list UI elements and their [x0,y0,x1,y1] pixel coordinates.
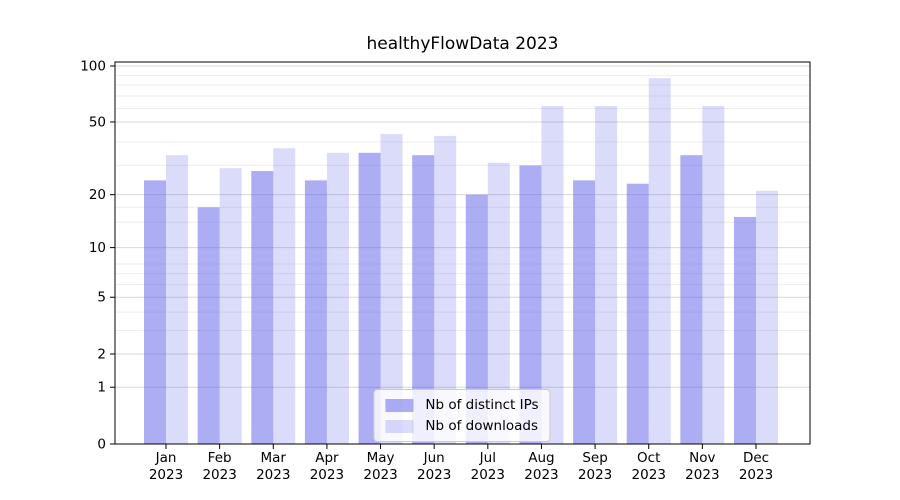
bar-nb-of-downloads-oct [648,78,671,444]
y-tick-label: 10 [89,240,106,256]
x-tick-label-month: Oct [637,450,660,466]
bar-nb-of-distinct-ips-jun [412,155,435,444]
bar-nb-of-distinct-ips-jul [465,194,488,444]
legend-swatch-distinct-ips [385,398,414,412]
x-tick-label-month: May [367,450,395,466]
x-tick-label-year: 2023 [310,467,344,483]
x-tick-label-year: 2023 [739,467,773,483]
y-tick-label: 50 [89,114,106,130]
x-tick-label-month: Aug [528,450,554,466]
x-tick-label-year: 2023 [524,467,558,483]
x-tick-label-month: Jun [423,450,445,466]
bar-nb-of-downloads-jun [434,135,457,445]
bar-nb-of-downloads-apr [326,152,349,444]
x-tick-label-month: Mar [261,450,287,466]
bar-nb-of-distinct-ips-dec [734,216,756,444]
x-tick-label-year: 2023 [363,467,397,483]
bar-nb-of-downloads-may [380,134,403,444]
x-tick-label-month: Jul [479,450,496,466]
bar-nb-of-downloads-nov [702,105,725,444]
y-tick-label: 0 [97,437,106,453]
x-tick-label-year: 2023 [685,467,719,483]
bar-nb-of-downloads-aug [541,105,564,444]
chart-title: healthyFlowData 2023 [366,34,559,54]
bar-nb-of-distinct-ips-mar [251,171,274,444]
x-tick-label-year: 2023 [256,467,290,483]
x-tick-label-year: 2023 [632,467,666,483]
x-tick-label-month: Apr [315,450,339,466]
bar-nb-of-downloads-jul [487,162,510,444]
bar-nb-of-distinct-ips-apr [304,180,327,444]
y-tick-label: 1 [97,380,106,396]
x-tick-label-month: Jan [155,450,177,466]
bar-nb-of-downloads-jan [166,155,188,444]
bar-nb-of-distinct-ips-may [358,152,381,444]
x-tick-label-month: Dec [743,450,769,466]
x-tick-label-month: Feb [208,450,232,466]
x-tick-label-year: 2023 [417,467,451,483]
x-tick-label-year: 2023 [149,467,183,483]
legend-label-distinct-ips: Nb of distinct IPs [425,397,539,413]
y-tick-label: 100 [80,59,106,75]
bar-nb-of-distinct-ips-oct [626,183,649,444]
bar-nb-of-distinct-ips-aug [519,165,542,444]
bar-nb-of-distinct-ips-feb [197,207,220,444]
y-tick-label: 5 [97,290,106,306]
x-tick-label-year: 2023 [202,467,236,483]
bar-nb-of-distinct-ips-jan [144,180,166,444]
x-tick-label-month: Nov [689,450,715,466]
legend: Nb of distinct IPs Nb of downloads [373,389,551,442]
bar-nb-of-downloads-feb [219,168,242,444]
legend-item-distinct-ips: Nb of distinct IPs [385,397,539,413]
legend-swatch-downloads [385,419,414,433]
bar-nb-of-downloads-mar [273,148,296,444]
bar-nb-of-distinct-ips-nov [680,155,703,444]
y-tick-label: 2 [97,347,106,363]
x-tick-label-month: Sep [582,450,607,466]
x-tick-label-year: 2023 [578,467,612,483]
plot-frame [114,61,811,445]
legend-item-downloads: Nb of downloads [385,418,538,434]
bar-nb-of-downloads-dec [756,190,778,444]
x-tick-label-year: 2023 [471,467,505,483]
legend-label-downloads: Nb of downloads [425,418,538,434]
bar-nb-of-distinct-ips-sep [573,180,596,444]
y-tick-label: 20 [89,187,106,203]
bar-nb-of-downloads-sep [595,105,618,444]
